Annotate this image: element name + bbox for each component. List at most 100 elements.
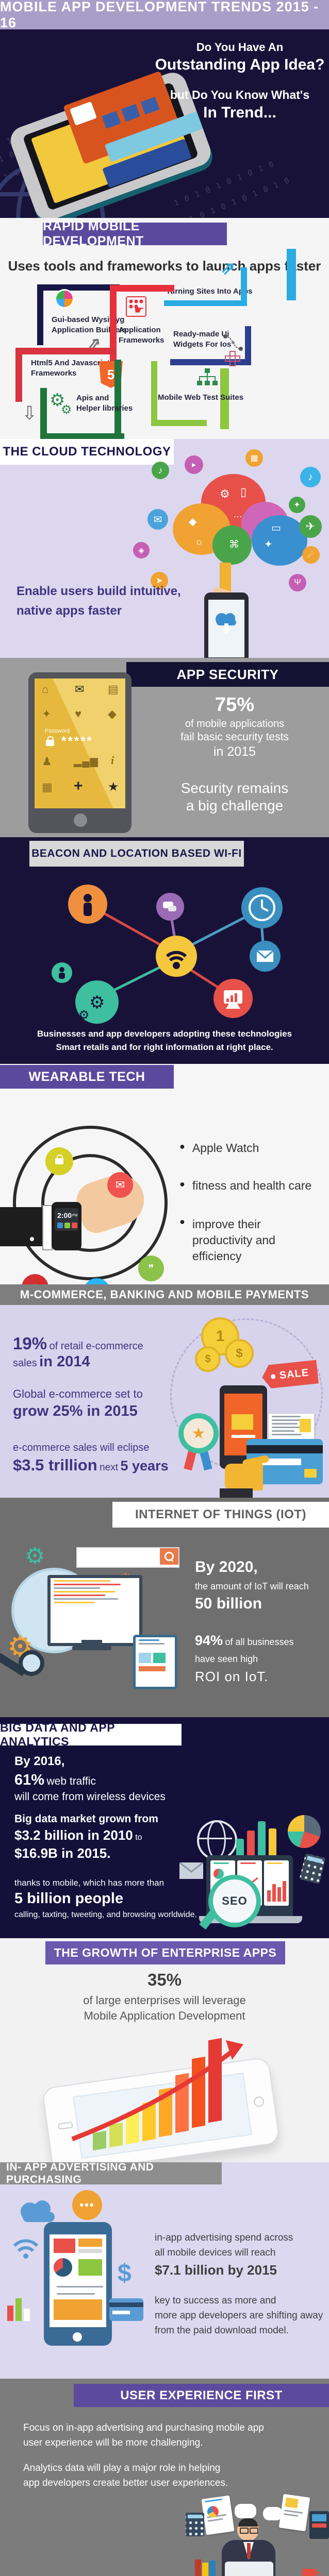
enterprise-stat-l3: Mobile Application Development [84,2009,245,2022]
lock-chip-icon: ◈ [133,542,150,558]
inapp-s1-l3: $7.1 billion by 2015 [155,2262,277,2278]
food-icon: Ψ [289,574,306,591]
iot-stat2-rest: of all businesses [225,1637,294,1647]
headset-icon: ♪ [152,462,169,479]
bigdata-s1-l3: will come from wireless devices [14,1791,166,1803]
mcommerce-stat1-big: 19% [13,1334,47,1353]
security-phone: ⌂ ✉ ▤ ✦ ♥ ◆ Password ***** ♟ ▂▄▆ i ▦ + ★ [28,672,131,833]
hero-section: 1 0 1 0 1 0 1 0 1 0 1 0 1 0 1 0 1 0 1 0 … [0,29,329,218]
mcommerce-stat3-big: $3.5 trillion [13,1456,97,1474]
basket-icon: ✉ [147,509,168,530]
bar-chart-icon [236,1809,283,1858]
mcommerce-stat2-l1: Global e-commerce set to [13,1387,143,1400]
heart-icon: ♥ [75,707,82,720]
bracket-test-suites-bar [220,368,229,429]
mail-icon: ✉ [75,683,85,696]
rapid-development-section: RAPID MOBILE DEVELOPMENT Uses tools and … [0,218,329,439]
bracket-turning-sites-corner [241,267,247,306]
card-icon [109,2298,143,2321]
enterprise-chart-illustration [31,2031,299,2162]
developer-head [237,2518,259,2541]
bracket-test-suites [151,361,207,426]
header-banner: MOBILE APP DEVELOPMENT TRENDS 2015 - 16 [0,0,329,29]
watch-ampm: PM [72,1214,78,1217]
calculator-icon [186,2513,204,2536]
bracket-apis [40,388,124,439]
bezier-nodes-icon [223,334,243,351]
home-icon: ⌂ [42,683,49,696]
gears-icon: ⚙ [61,403,72,417]
mail-orbit-icon: ✉ [107,1172,133,1198]
wearable-bullet-1: fitness and health care [192,1179,312,1192]
gear-icon: ⚙ [25,1544,45,1569]
inapp-s1-l1: in-app advertising spend across [155,2232,293,2243]
books-stack-icon [195,2560,218,2576]
mcommerce-stat1: 19% of retail e-commerce sales in 2014 [13,1334,168,1370]
cloud-icon [21,2200,55,2222]
beacon-network-illustration: ⚙ ⚙ [52,885,283,1024]
enterprise-apps-section: THE GROWTH OF ENTERPRISE APPS 35% of lar… [0,1938,329,2162]
ux-p1-l1: Focus on in-app advertising and purchasi… [23,2422,264,2433]
down-arrow-icon: ⇩ [22,402,38,423]
inapp-s2-l3: from the paid download model. [155,2325,289,2336]
bigdata-s1-rest: web traffic [46,1775,96,1787]
wearable-bullets: ● Apple Watch ● fitness and health care … [179,1141,324,1264]
envelope-icon [179,1862,203,1879]
bigdata-section: BIG DATA AND APP ANALYTICS By 2016, 61% … [0,1717,329,1938]
inapp-s2-l1: key to success as more and [155,2295,276,2306]
iot-stat1-l1: By 2020, [195,1558,258,1575]
seo-label: SEO [222,1894,248,1907]
mcommerce-stat3-end: 5 years [120,1458,169,1473]
security-stat-2: fail basic security tests [180,731,289,743]
mini-bar-chart-icon [7,2290,36,2321]
mcommerce-stat1-l2a: sales [13,1358,37,1369]
growth-arrow [71,2040,243,2142]
inapp-illustration: ••• $ [0,2187,155,2372]
wearable-tech-section: WEARABLE TECH 2:00 PM ✉ ❞ ☎ ♥ [0,1064,329,1284]
beacon-caption-2: Smart retails and for right information … [56,1042,273,1052]
chat-bubble-icon: ••• [72,2190,102,2220]
rapid-item-4-label: Html5 And Javascript Frameworks [31,359,110,378]
wearable-title: WEARABLE TECH [0,1065,174,1089]
hero-line-2: Outstanding App Idea? [155,56,325,73]
credit-card-hand [216,1439,329,1498]
mcommerce-illustration: 1 $ $ SALE ★ [170,1310,329,1498]
seo-magnifier: SEO [208,1875,261,1927]
bigdata-illustration: SEO [175,1794,329,1930]
inapp-title: IN- APP ADVERTISING AND PURCHASING [0,2162,222,2185]
rapid-item-1-label: Turning Sites Into Apps [166,287,253,296]
smartwatch-illustration: 2:00 PM ✉ ❞ ☎ ♥ [0,1095,175,1284]
page-title: MOBILE APP DEVELOPMENT TRENDS 2015 - 16 [0,0,319,29]
plus-icon [225,351,240,366]
wifi-icon: ☄ [302,546,320,564]
home-button [74,814,87,827]
security-title: APP SECURITY [126,662,329,687]
cart-icon: ✦ [42,707,52,720]
mcommerce-section: M-COMMERCE, BANKING AND MOBILE PAYMENTS … [0,1284,329,1498]
mcommerce-stat3-l1: e-commerce sales will eclipse [13,1442,150,1453]
hero-line-4: In Trend... [203,104,276,121]
bracket-gui-builders [37,284,120,345]
calculator-icon [299,1853,326,1885]
bracket-apis-bar [114,360,121,433]
watch-time: 2:00 [57,1211,72,1219]
heart-orbit-icon: ♥ [22,1274,48,1284]
watch: 2:00 PM [52,1202,81,1250]
bullet-dot: ● [179,1216,185,1227]
inapp-phone [44,2222,112,2346]
bracket-turning-sites [164,300,246,306]
floating-document [278,2494,310,2532]
developer-at-desk-illustration [186,2489,329,2576]
rapid-item-6-label: Mobile Web Test Suites [158,393,244,402]
hero-line-1: Do You Have An [196,41,284,54]
bigdata-s1-big: 61% [14,1772,45,1788]
security-note-2: a big challenge [186,798,284,814]
tap-hand-icon: ☛ [126,296,146,317]
app-security-section: APP SECURITY ⌂ ✉ ▤ ✦ ♥ ◆ Password ***** … [0,658,329,837]
password-label: Password [45,728,70,734]
rapid-item-2-label: Application Frameworks [119,326,164,345]
bigdata-stat1: By 2016, 61% web traffic will come from … [14,1754,185,1803]
lock-icon [46,736,54,746]
ux-paragraph-2: Analytics data will play a major role in… [23,2461,312,2490]
